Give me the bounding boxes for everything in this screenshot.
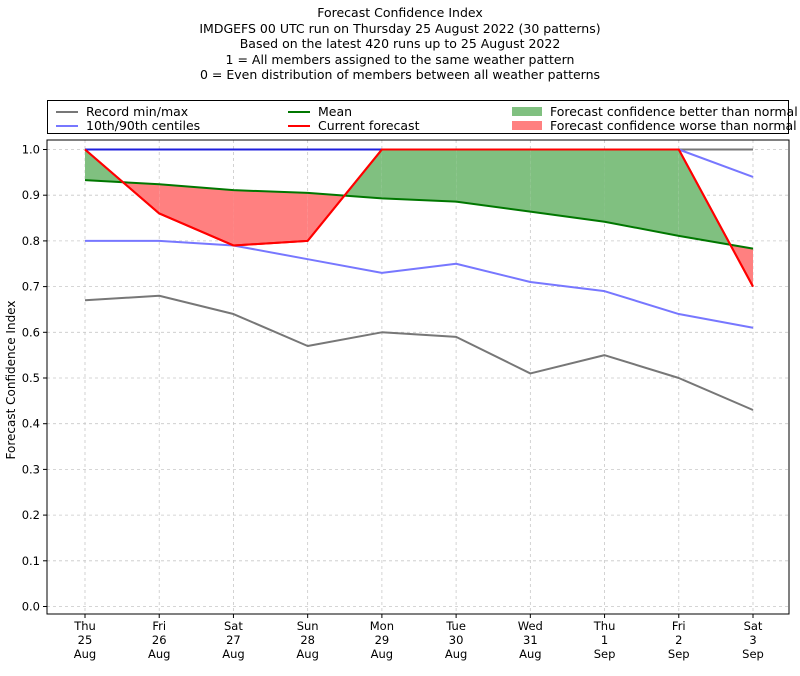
legend-item-centiles: 10th/90th centiles xyxy=(56,118,200,133)
title-line-4: 1 = All members assigned to the same wea… xyxy=(225,51,575,67)
x-tick-label: Fri xyxy=(672,619,686,633)
legend-current-label: Current forecast xyxy=(318,118,420,133)
better-than-normal-area xyxy=(456,149,531,212)
current-forecast-line-top xyxy=(84,148,754,288)
y-tick-label: 0.6 xyxy=(22,325,40,339)
x-axis: Thu25AugFri26AugSat27AugSun28AugMon29Aug… xyxy=(73,614,764,661)
x-tick-label: 28 xyxy=(300,633,315,647)
x-tick-label: Sat xyxy=(224,619,243,633)
legend-item-record: Record min/max xyxy=(56,104,188,119)
y-axis-label: Forecast Confidence Index xyxy=(4,301,18,460)
plot-frame xyxy=(46,139,790,615)
title-line-2: IMDGEFS 00 UTC run on Thursday 25 August… xyxy=(199,20,601,36)
x-tick-label: 29 xyxy=(375,633,390,647)
x-tick-label: 26 xyxy=(152,633,167,647)
series-lines xyxy=(84,148,754,411)
y-tick-label: 0.2 xyxy=(22,508,40,522)
y-tick-label: 0.1 xyxy=(22,554,40,568)
x-tick-label: Sun xyxy=(297,619,319,633)
y-tick-label: 0.9 xyxy=(22,188,40,202)
x-tick-label: Fri xyxy=(152,619,166,633)
legend-worse-label: Forecast confidence worse than normal xyxy=(550,118,797,133)
better-than-normal-area xyxy=(604,149,679,236)
legend: Record min/max 10th/90th centiles Mean C… xyxy=(47,100,798,134)
legend-record-label: Record min/max xyxy=(86,104,189,119)
x-tick-label: Wed xyxy=(518,619,543,633)
x-tick-label: Aug xyxy=(519,647,541,661)
x-tick-label: Aug xyxy=(296,647,318,661)
worse-than-normal-area xyxy=(233,190,308,246)
legend-mean-swatch xyxy=(288,110,310,113)
worse-than-normal-area xyxy=(159,184,234,246)
y-tick-label: 0.7 xyxy=(22,280,40,294)
x-tick-label: Sep xyxy=(594,647,616,661)
legend-centiles-label: 10th/90th centiles xyxy=(86,118,201,133)
title-line-1: Forecast Confidence Index xyxy=(317,5,483,20)
x-tick-label: Thu xyxy=(593,619,616,633)
x-tick-label: 1 xyxy=(601,633,608,647)
p10-centile-line xyxy=(85,239,754,329)
x-tick-label: Sat xyxy=(744,619,763,633)
legend-item-mean: Mean xyxy=(288,104,352,119)
x-tick-label: Aug xyxy=(148,647,170,661)
x-tick-label: 25 xyxy=(78,633,93,647)
legend-current-swatch xyxy=(288,124,310,127)
x-tick-label: Aug xyxy=(222,647,244,661)
x-tick-label: Aug xyxy=(74,647,96,661)
legend-record-swatch xyxy=(56,110,78,113)
y-tick-label: 1.0 xyxy=(22,143,40,157)
legend-item-better: Forecast confidence better than normal xyxy=(512,104,798,119)
x-tick-label: Aug xyxy=(371,647,393,661)
x-tick-label: 31 xyxy=(523,633,538,647)
x-tick-label: 2 xyxy=(675,633,682,647)
x-tick-label: 3 xyxy=(749,633,756,647)
y-tick-label: 0.5 xyxy=(22,371,40,385)
x-tick-label: Aug xyxy=(445,647,467,661)
x-tick-label: Thu xyxy=(73,619,96,633)
y-tick-label: 0.8 xyxy=(22,234,40,248)
confidence-fill xyxy=(85,149,753,287)
legend-better-swatch xyxy=(512,107,542,116)
title-line-3: Based on the latest 420 runs up to 25 Au… xyxy=(239,36,561,51)
x-tick-label: 27 xyxy=(226,633,241,647)
y-tick-label: 0.4 xyxy=(22,417,40,431)
x-tick-label: 30 xyxy=(449,633,464,647)
legend-mean-label: Mean xyxy=(318,104,353,119)
x-tick-label: Sep xyxy=(742,647,764,661)
legend-better-label: Forecast confidence better than normal xyxy=(550,104,798,119)
x-tick-label: Mon xyxy=(370,619,394,633)
record-min-line xyxy=(84,294,754,411)
better-than-normal-area xyxy=(381,149,457,202)
y-tick-label: 0.0 xyxy=(22,600,40,614)
y-axis: 0.0 0.1 0.2 0.3 0.4 0.5 0.6 0.7 0.8 0.9 1.0 xyxy=(22,143,47,614)
legend-worse-swatch xyxy=(512,121,542,130)
chart-title: Forecast Confidence Index IMDGEFS 00 UTC… xyxy=(0,5,800,83)
legend-centiles-swatch xyxy=(56,124,78,127)
better-than-normal-area xyxy=(530,149,605,222)
legend-item-current: Current forecast xyxy=(288,118,419,133)
x-tick-label: Sep xyxy=(668,647,690,661)
mean-line xyxy=(84,179,754,250)
x-tick-label: Tue xyxy=(445,619,466,633)
legend-item-worse: Forecast confidence worse than normal xyxy=(512,118,797,133)
y-tick-label: 0.3 xyxy=(22,462,40,476)
title-line-5: 0 = Even distribution of members between… xyxy=(199,67,601,82)
